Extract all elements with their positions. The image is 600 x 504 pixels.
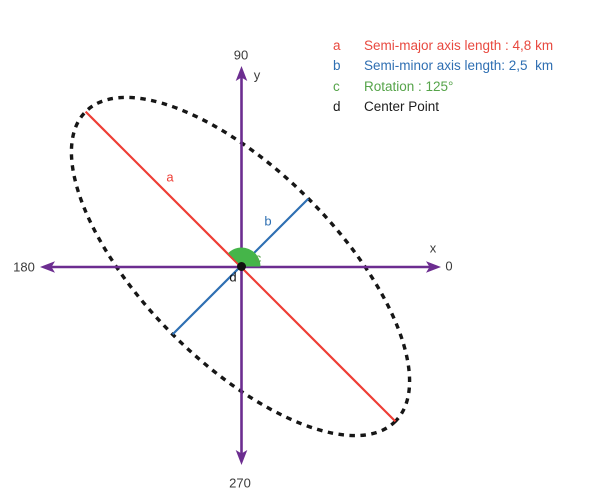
legend-item-semi-minor: b Semi-minor axis length: 2,5 km: [333, 56, 553, 77]
axis-label-270: 270: [229, 475, 251, 491]
legend-key: d: [333, 99, 341, 115]
legend-item-semi-major: a Semi-major axis length : 4,8 km: [333, 35, 553, 56]
rotation-angle-wedge: [228, 247, 261, 267]
legend-key: b: [333, 58, 341, 74]
x-axis-right-arrowhead-icon: [426, 261, 441, 273]
axis-label-x: x: [429, 240, 437, 256]
legend-label: Semi-minor axis length: 2,5 km: [364, 58, 554, 74]
axis-label-90: 90: [233, 47, 249, 63]
legend-key: c: [333, 78, 340, 94]
y-axis-top-arrowhead-icon: [235, 66, 248, 81]
major-axis-letter-label: a: [166, 169, 174, 185]
minor-axis-letter-label: b: [264, 213, 272, 229]
center-letter-label: d: [229, 269, 237, 285]
axis-label-y: y: [253, 67, 261, 83]
legend-item-center-point: d Center Point: [333, 97, 553, 118]
center-point-dot: [237, 262, 246, 271]
legend-item-rotation: c Rotation : 125°: [333, 76, 553, 97]
legend-label: Semi-major axis length : 4,8 km: [364, 37, 554, 53]
rotation-letter-label: c: [254, 250, 262, 266]
legend: a Semi-major axis length : 4,8 km b Semi…: [333, 35, 553, 117]
legend-key: a: [333, 37, 341, 53]
axis-label-0: 0: [445, 258, 453, 274]
y-axis-bottom-arrowhead-icon: [235, 450, 248, 465]
legend-label: Rotation : 125°: [364, 78, 454, 94]
x-axis-left-arrowhead-icon: [40, 261, 55, 273]
legend-label: Center Point: [364, 99, 440, 115]
axis-label-180: 180: [13, 259, 35, 275]
